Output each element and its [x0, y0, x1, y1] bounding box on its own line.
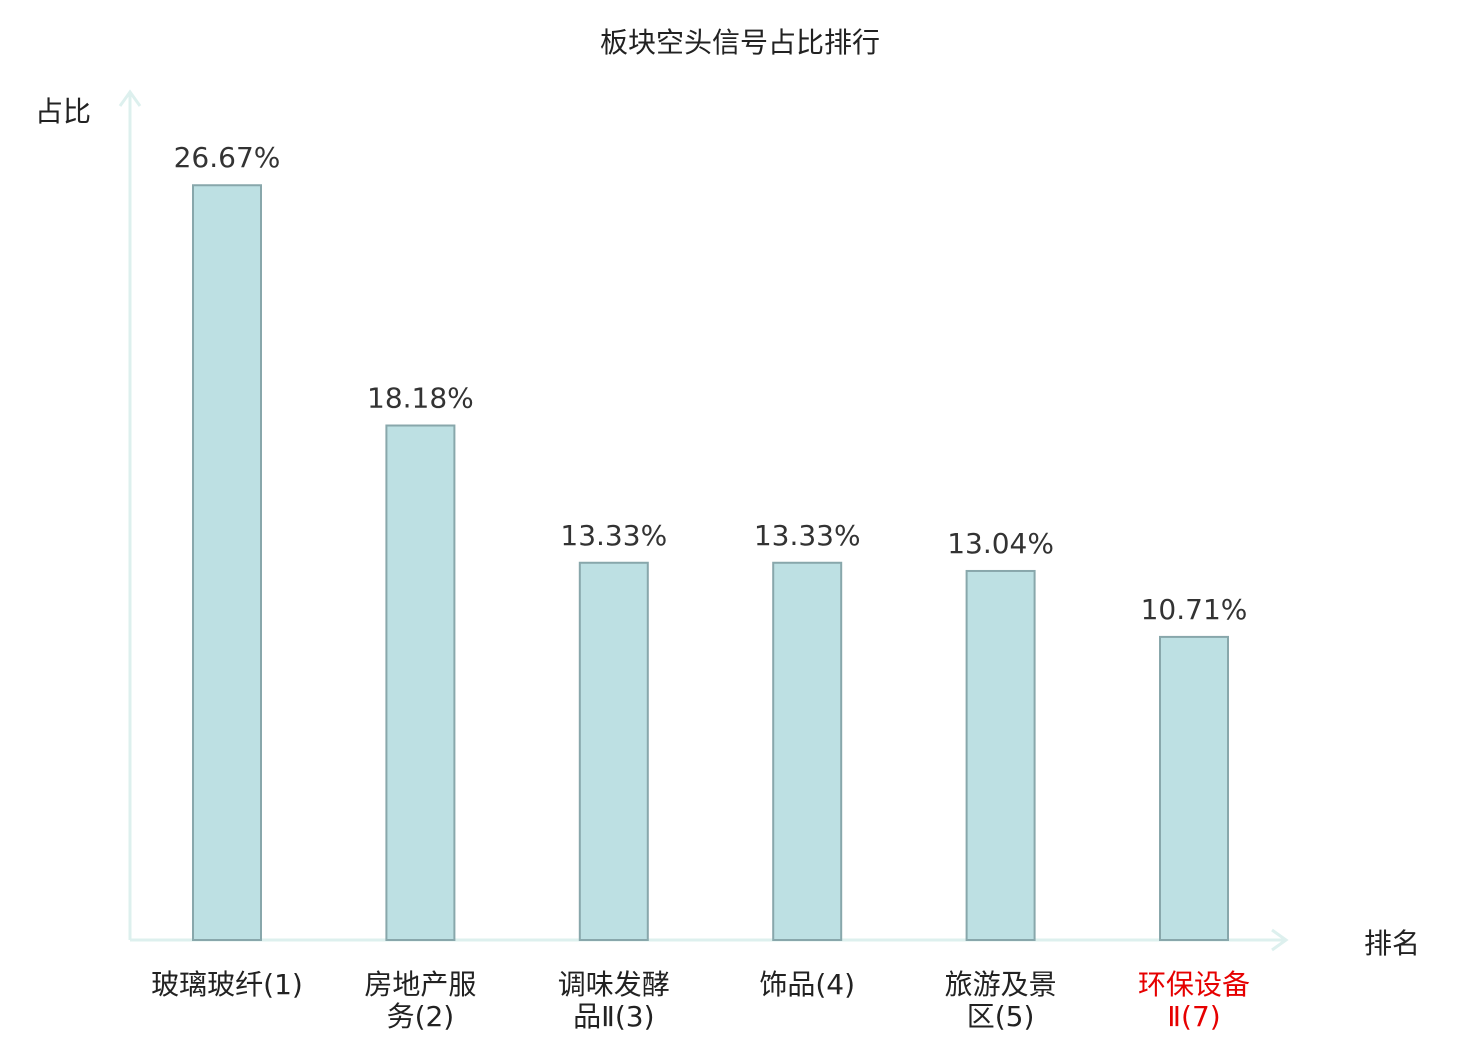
- bar: [578, 561, 649, 941]
- bar-value-label: 10.71%: [1141, 593, 1248, 626]
- x-axis-arrow: [1271, 928, 1289, 952]
- bars: [192, 184, 1229, 942]
- bar: [772, 561, 843, 941]
- category-label: 区(5): [967, 1000, 1035, 1033]
- category-label: 房地产服: [364, 968, 476, 1001]
- x-axis-label: 排名: [1364, 927, 1420, 960]
- bar: [1159, 635, 1229, 941]
- bar-value-label: 13.33%: [754, 519, 861, 552]
- chart-title: 板块空头信号占比排行: [600, 26, 880, 59]
- y-axis-label: 占比: [35, 95, 91, 128]
- bar-value-label: 13.04%: [947, 527, 1054, 560]
- axes: [118, 89, 1289, 952]
- category-label: 旅游及景: [945, 968, 1057, 1001]
- category-label: 饰品(4): [759, 968, 855, 1001]
- bar-value-label: 18.18%: [367, 382, 474, 415]
- category-label: 玻璃玻纤(1): [151, 968, 303, 1001]
- bar-value-label: 13.33%: [560, 519, 667, 552]
- category-label: Ⅱ(7): [1167, 1000, 1220, 1033]
- bar: [192, 184, 262, 941]
- bar-value-label: 26.67%: [174, 141, 281, 174]
- bar: [965, 569, 1036, 942]
- category-label: 调味发酵: [558, 968, 670, 1001]
- value-labels: 26.67% 18.18% 13.33% 13.33% 13.04% 10.71%: [174, 141, 1248, 626]
- category-label: 环保设备: [1138, 968, 1250, 1001]
- bar: [385, 424, 456, 942]
- category-label: 务(2): [387, 1000, 455, 1033]
- y-axis-arrow: [118, 89, 142, 107]
- category-label: 品Ⅱ(3): [573, 1000, 654, 1033]
